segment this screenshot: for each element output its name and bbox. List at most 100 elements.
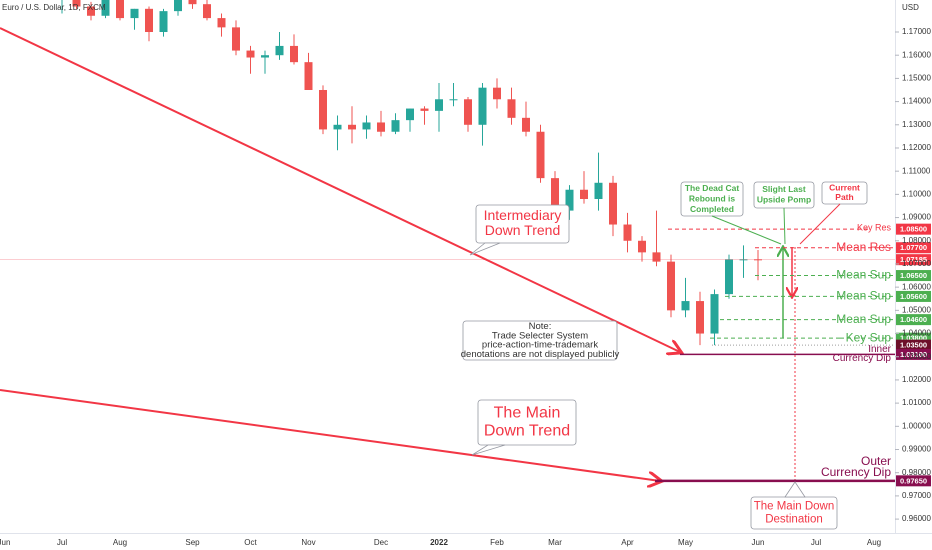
candle-body [536,131,545,179]
candle-body [435,99,443,111]
price-box [896,254,931,266]
candle-body [232,27,240,51]
candle-body [348,124,356,130]
candle-body [464,99,472,125]
price-box [896,242,931,254]
price-box [896,348,931,360]
price-box [896,223,931,235]
y-tick-label: 1.14000 [902,97,931,106]
price-box [896,290,931,302]
candle-body [246,50,255,58]
y-tick-label: 1.00000 [902,421,931,430]
candle-body [391,120,400,132]
x-tick-label: Nov [301,538,315,547]
x-tick-label: Jul [811,538,821,547]
y-tick-label: 1.16000 [902,50,931,59]
y-tick-label: 1.02000 [902,375,931,384]
price-box-label: 1.03800 [900,334,927,343]
callout-connector [783,207,786,245]
level-label: Currency Dip [821,465,891,479]
candle-body [130,8,139,19]
x-tick-label: Aug [867,538,881,547]
candle-body [275,45,284,56]
candle-body [507,99,516,118]
main-trend-line [0,389,660,481]
x-tick-label: Jun [752,538,765,547]
candle-body [217,18,226,28]
y-tick-label: 1.03000 [902,352,931,361]
callout-text: Intermediary [484,207,562,223]
callout-text: Trade Selecter System [492,330,588,341]
callout-text: Slight Last [762,184,806,194]
price-box [896,314,931,326]
price-box-label: 1.08500 [900,225,927,234]
candle-body [710,294,719,334]
callout-connector [799,203,841,245]
callout-text: The Dead Cat [685,183,739,193]
callout-connector [711,215,782,245]
callout-pointer [469,242,501,256]
candles [61,0,762,346]
callout-box [821,181,868,205]
x-tick-label: Dec [374,538,388,547]
level-label: Inner [868,344,891,355]
candle-body [304,62,313,90]
callout-text: The Main [494,405,561,422]
candle-body [449,99,458,101]
level-label: Key Res [857,223,892,233]
price-box-label: 0.97650 [900,476,927,485]
level-label: Key Sup [846,330,892,344]
callout-text: Down Trend [484,423,570,440]
price-box-label: 1.07185 [900,255,927,264]
price-box-label: 1.07700 [900,243,927,252]
candle-body [290,45,298,63]
candle-body [478,87,487,125]
y-tick-label: 1.09000 [902,213,931,222]
x-tick-label: Oct [244,538,257,547]
y-tick-label: 1.12000 [902,143,931,152]
candle-body [522,117,530,132]
candle-body [623,224,632,241]
candle-body [580,189,588,200]
y-tick-label: 1.06000 [902,282,931,291]
x-tick-label: Apr [621,538,634,547]
y-tick-label: 0.98000 [902,468,931,477]
candle-body [739,259,748,261]
price-box-label: 1.04600 [900,315,927,324]
y-tick-label: 1.11000 [902,166,931,175]
candle-body [72,0,81,7]
callout-text: price-action-time-trademark [482,340,598,351]
y-tick-label: 1.10000 [902,189,931,198]
y-tick-label: 0.99000 [902,445,931,454]
candle-body [652,252,661,262]
callout-text: Note: [529,321,552,332]
candle-body [377,122,385,132]
x-tick-label: Mar [548,538,562,547]
callout-pointer [471,444,506,456]
candle-body [696,301,704,334]
x-tick-label: May [678,538,693,547]
candle-body [203,4,211,19]
candle-body [667,261,675,311]
price-box-label: 1.03500 [900,341,927,350]
level-label: Outer [861,454,891,468]
callout-pointer [784,481,806,498]
candle-body [565,189,574,211]
price-box-label: 1.06500 [900,271,927,280]
callout-text: denotations are not displayed publicly [461,349,620,360]
x-tick-label: Sep [185,538,200,547]
candle-body [145,8,153,33]
candle-body [261,55,269,58]
candle-body [406,108,414,121]
callout-text: Down Trend [485,222,560,238]
candle-body [188,0,197,5]
callout-text: The Main Down [754,501,835,513]
y-tick-label: 0.97000 [902,491,931,500]
price-box [896,475,931,487]
candle-body [174,0,182,12]
candle-body [116,0,124,19]
price-box-label: 1.05600 [900,292,927,301]
candle-body [159,11,168,33]
